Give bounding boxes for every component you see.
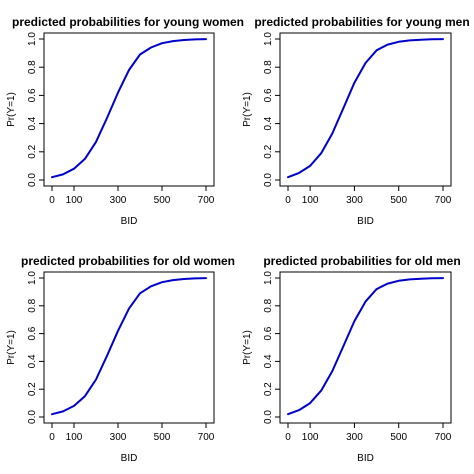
y-tick-label: 0.8: [27, 60, 38, 74]
y-tick-label: 1.0: [263, 271, 274, 285]
x-tick-label: 0: [49, 432, 55, 443]
y-tick-label: 0.0: [263, 173, 274, 187]
y-axis-label: Pr(Y=1): [6, 330, 17, 365]
y-tick-label: 0.6: [263, 326, 274, 340]
y-axis-label: Pr(Y=1): [6, 92, 17, 127]
x-tick-label: 700: [198, 195, 215, 206]
panel-2: predicted probabilities for young men 0 10…: [242, 15, 470, 227]
chart-title: predicted probabilities for young women: [12, 15, 244, 29]
y-axis-label: Pr(Y=1): [242, 330, 253, 365]
y-tick-label: 0.8: [263, 60, 274, 74]
series-line: [51, 277, 207, 416]
x-axis-label: BID: [357, 216, 374, 227]
x-tick-label: 0: [285, 432, 291, 443]
panel-1: predicted probabilities for young women 0…: [6, 15, 244, 227]
series-line: [287, 38, 444, 179]
x-tick-label: 500: [390, 195, 407, 206]
x-axis-label: BID: [121, 216, 138, 227]
panel-3: predicted probabilities for old women 0 10…: [6, 254, 235, 464]
chart-title: predicted probabilities for young men: [254, 15, 469, 29]
y-tick-label: 0.0: [27, 173, 38, 187]
y-tick-label: 0.6: [27, 326, 38, 340]
plot-frame: [43, 32, 215, 187]
y-tick-label: 0.0: [263, 410, 274, 424]
x-tick-label: 500: [390, 432, 407, 443]
y-tick-label: 1.0: [27, 32, 38, 46]
x-axis-label: BID: [357, 453, 374, 464]
plot-frame: [279, 271, 452, 424]
x-tick-label: 300: [110, 195, 127, 206]
x-axis-label: BID: [121, 453, 138, 464]
y-tick-label: 1.0: [27, 271, 38, 285]
y-tick-label: 0.4: [263, 354, 274, 368]
x-tick-label: 300: [346, 432, 363, 443]
x-tick-label: 100: [66, 432, 83, 443]
y-tick-label: 0.0: [27, 410, 38, 424]
series-line: [51, 38, 207, 179]
y-tick-label: 0.2: [27, 382, 38, 396]
y-tick-label: 0.2: [263, 144, 274, 158]
x-tick-label: 0: [285, 195, 291, 206]
panel-4: predicted probabilities for old men 0 100 3…: [242, 254, 461, 464]
chart-title: predicted probabilities for old men: [263, 254, 460, 268]
x-tick-label: 700: [435, 195, 452, 206]
x-tick-label: 100: [302, 432, 319, 443]
x-tick-label: 500: [154, 195, 171, 206]
y-tick-label: 0.8: [27, 298, 38, 312]
x-tick-label: 100: [66, 195, 83, 206]
x-tick-label: 100: [302, 195, 319, 206]
chart-title: predicted probabilities for old women: [21, 254, 235, 268]
y-tick-label: 0.6: [27, 88, 38, 102]
x-tick-label: 0: [49, 195, 55, 206]
y-tick-label: 0.6: [263, 88, 274, 102]
plot-frame: [279, 32, 452, 187]
x-tick-label: 500: [154, 432, 171, 443]
y-tick-label: 0.2: [27, 144, 38, 158]
y-tick-label: 0.8: [263, 298, 274, 312]
y-tick-label: 0.4: [27, 354, 38, 368]
x-tick-label: 300: [346, 195, 363, 206]
y-axis-label: Pr(Y=1): [242, 92, 253, 127]
x-tick-label: 700: [198, 432, 215, 443]
plot-frame: [43, 271, 215, 424]
y-tick-label: 0.4: [263, 116, 274, 130]
series-line: [287, 277, 444, 416]
y-tick-label: 0.4: [27, 116, 38, 130]
x-tick-label: 700: [435, 432, 452, 443]
y-tick-label: 0.2: [263, 382, 274, 396]
x-tick-label: 300: [110, 432, 127, 443]
y-tick-label: 1.0: [263, 32, 274, 46]
